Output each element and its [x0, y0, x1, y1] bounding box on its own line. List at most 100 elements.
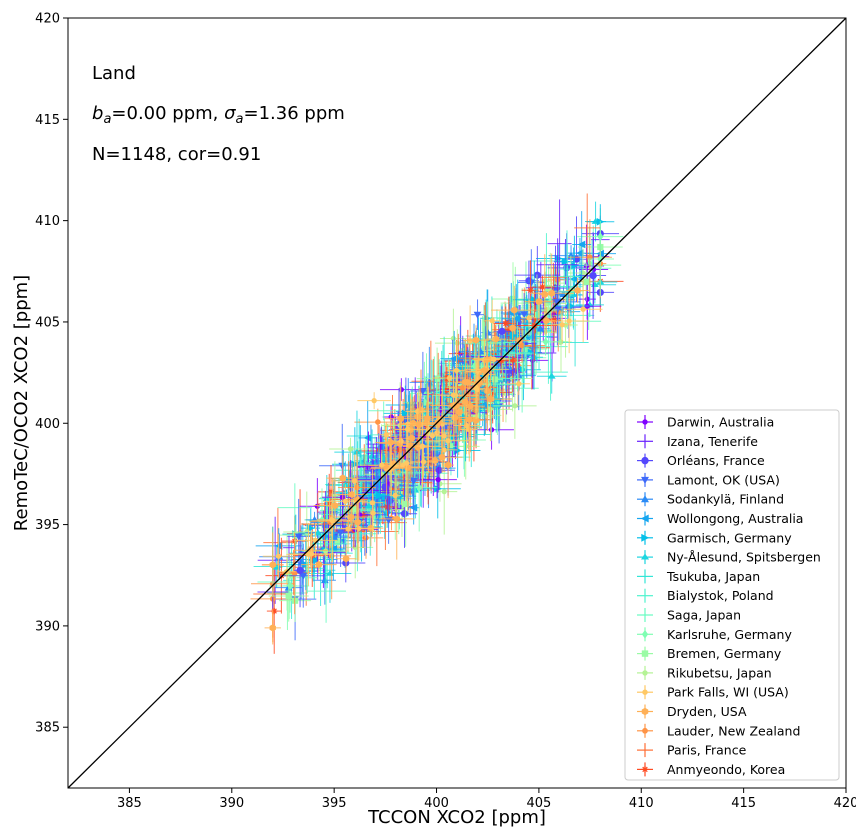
data-point: [421, 441, 463, 473]
data-point: [329, 437, 372, 461]
legend-marker: [637, 685, 653, 700]
data-point: [580, 232, 607, 319]
data-point: [283, 535, 295, 560]
data-point: [368, 401, 399, 421]
data-point: [394, 411, 421, 448]
data-point: [574, 193, 601, 263]
data-point: [521, 299, 537, 337]
data-point: [306, 559, 347, 623]
legend-label: Sodankylä, Finland: [667, 492, 784, 507]
data-point: [335, 545, 357, 573]
y-tick-label-4: 405: [35, 315, 60, 330]
data-point: [378, 478, 415, 560]
legend-item: Tsukuba, Japan: [637, 569, 760, 584]
legend-item: Park Falls, WI (USA): [637, 685, 789, 700]
legend-label: Izana, Tenerife: [667, 434, 758, 449]
data-point: [264, 611, 281, 645]
data-point: [359, 449, 404, 481]
data-point: [422, 439, 440, 491]
legend-label: Karlsruhe, Germany: [667, 627, 792, 642]
legend-item: Bialystok, Poland: [637, 588, 774, 603]
y-tick-label-3: 400: [35, 417, 60, 432]
legend-marker: [637, 550, 653, 565]
data-point: [517, 249, 545, 316]
data-point: [294, 533, 307, 608]
data-point: [399, 425, 414, 502]
data-point: [561, 263, 575, 321]
data-point: [419, 466, 457, 493]
data-point: [524, 281, 554, 323]
region-annotation: Land: [92, 63, 136, 84]
legend: Darwin, Australia Izana, Tenerife Orléans,…: [624, 409, 840, 781]
data-point: [430, 430, 458, 470]
legend-label: Orléans, France: [667, 453, 765, 468]
data-point: [561, 318, 589, 367]
data-point: [391, 479, 418, 548]
y-axis-ticks: 385 390 395 400 405 410 415 420: [35, 12, 68, 736]
data-point: [536, 238, 579, 292]
data-point: [563, 276, 603, 343]
y-tick-label-5: 410: [35, 214, 60, 229]
legend-marker: [637, 530, 653, 545]
data-point: [552, 306, 572, 344]
legend-marker: [637, 415, 653, 429]
legend-marker: [637, 453, 653, 468]
data-point: [483, 299, 501, 342]
data-point: [300, 555, 337, 574]
legend-item: Lamont, OK (USA): [637, 472, 780, 487]
legend-item: Ny-Ålesund, Spitsbergen: [637, 550, 821, 565]
data-point: [471, 299, 484, 330]
legend-marker: [637, 743, 653, 758]
legend-item: Anmyeondo, Korea: [637, 762, 785, 777]
legend-item: Karlsruhe, Germany: [637, 627, 792, 642]
data-point: [485, 326, 507, 353]
legend-marker: [637, 492, 653, 507]
data-point: [468, 357, 513, 442]
x-tick-label-1: 390: [219, 796, 244, 811]
data-point: [432, 361, 467, 395]
legend-marker: [637, 665, 653, 680]
y-tick-label-1: 390: [35, 619, 60, 634]
data-point: [507, 372, 530, 395]
one-to-one-line: [67, 17, 847, 789]
x-tick-label-2: 395: [322, 796, 347, 811]
data-point: [329, 460, 368, 538]
data-point: [262, 534, 295, 579]
data-point: [504, 317, 521, 339]
data-point: [283, 491, 331, 573]
legend-item: Dryden, USA: [637, 704, 747, 719]
x-axis-ticks: 385 390 395 400 405 410 415 420: [117, 788, 856, 811]
data-point: [502, 284, 531, 354]
data-point: [536, 358, 567, 394]
data-point: [416, 402, 428, 490]
y-axis-label: RemoTeC/OCO2 XCO2 [ppm]: [11, 275, 32, 531]
legend-label: Dryden, USA: [667, 704, 747, 719]
legend-item: Orléans, France: [637, 453, 765, 468]
legend-item: Darwin, Australia: [637, 415, 774, 430]
legend-label: Ny-Ålesund, Spitsbergen: [667, 550, 821, 565]
legend-marker: [637, 434, 653, 449]
y-tick-label-6: 415: [35, 113, 60, 128]
legend-marker: [637, 608, 653, 622]
data-point: [420, 382, 435, 454]
x-tick-label-7: 420: [834, 796, 856, 811]
x-tick-label-3: 400: [424, 796, 449, 811]
legend-marker: [637, 704, 653, 719]
data-point: [478, 317, 510, 402]
legend-item: Bremen, Germany: [637, 646, 782, 661]
legend-label: Paris, France: [667, 743, 747, 758]
data-point: [523, 327, 568, 356]
x-tick-label-0: 385: [117, 796, 142, 811]
data-point: [361, 469, 384, 537]
data-point: [555, 243, 576, 280]
data-point: [359, 480, 378, 532]
data-point: [538, 254, 551, 335]
legend-item: Lauder, New Zealand: [637, 723, 800, 738]
legend-marker: [637, 511, 653, 526]
data-point: [384, 385, 417, 452]
legend-marker: [637, 569, 653, 584]
data-point: [504, 314, 531, 392]
legend-item: Izana, Tenerife: [637, 434, 758, 449]
legend-label: Darwin, Australia: [667, 415, 774, 430]
